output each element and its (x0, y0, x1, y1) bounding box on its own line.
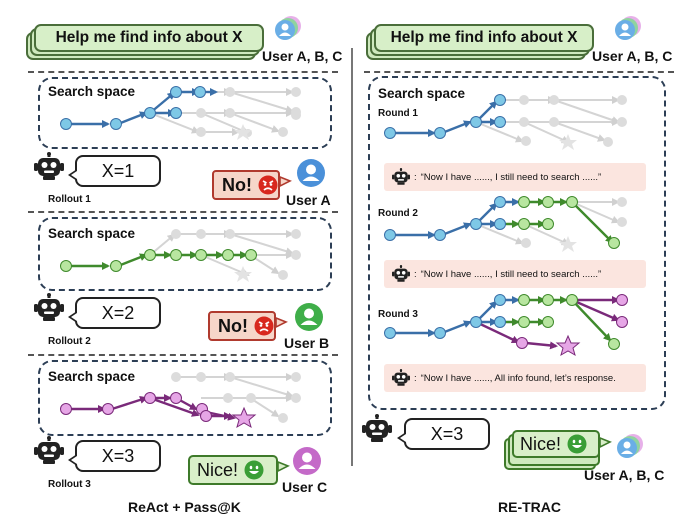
right-x-value: X=3 (430, 423, 464, 444)
user-label-b: User B (284, 335, 330, 351)
smile-face-icon (244, 460, 264, 480)
reply-box-3: Nice! (188, 455, 278, 485)
center-divider (351, 48, 353, 466)
robot-icon (34, 152, 64, 180)
thought-text-2: “Now I have ......, I still need to sear… (420, 268, 602, 280)
round-label-3: Round 3 (378, 309, 418, 320)
thought-box-2: : “Now I have ......, I still need to se… (384, 260, 646, 288)
search-space-label-2: Search space (48, 226, 136, 241)
right-caption: RE-TRAC (498, 499, 561, 515)
right-reply-text: Nice! (520, 433, 562, 454)
rollout-label-2: Rollout 2 (48, 336, 91, 347)
left-x-box-3: X=3 (68, 440, 161, 472)
query-text: Help me find info about X (374, 24, 594, 52)
reply-tail-2 (276, 317, 288, 328)
user-a-icon (297, 159, 325, 187)
rollout-label-1: Rollout 1 (48, 194, 91, 205)
thought-text-3: “Now I have ......, All info found, let’… (420, 372, 616, 384)
left-x-box-1: X=1 (68, 155, 161, 187)
left-query-bubble: Help me find info about X (26, 24, 266, 60)
thought-box-1: : “Now I have ......, I still need to se… (384, 163, 646, 191)
round-label-1: Round 1 (378, 108, 418, 119)
robot-icon (392, 168, 410, 185)
right-reply-bubble: Nice! (504, 430, 608, 470)
x-value-3: X=3 (101, 445, 135, 466)
robot-icon (34, 436, 64, 464)
thought-box-3: : “Now I have ......, All info found, le… (384, 364, 646, 392)
thought-text-1-prefix: : (414, 171, 417, 183)
reply-box-1: No! (212, 170, 280, 200)
search-tree-3 (60, 372, 301, 429)
reply-text-1: No! (222, 174, 252, 195)
user-group-icon (617, 434, 643, 458)
search-tree-2 (60, 229, 301, 282)
user-group-icon (275, 16, 301, 40)
thought-text-2-prefix: : (414, 268, 417, 280)
user-b-icon (295, 303, 323, 331)
right-reply-tail (600, 437, 612, 448)
search-space-label-3: Search space (48, 369, 136, 384)
right-query-bubble: Help me find info about X (366, 24, 606, 60)
left-x-box-2: X=2 (68, 297, 161, 329)
right-x-box: X=3 (397, 418, 490, 450)
left-users-label: User A, B, C (262, 48, 343, 64)
x-value-2: X=2 (101, 302, 135, 323)
thought-text-3-prefix: : (414, 372, 417, 384)
user-label-c: User C (282, 479, 328, 495)
left-divider-1 (28, 211, 338, 213)
user-c-icon (293, 447, 321, 475)
reply-text-3: Nice! (197, 459, 239, 480)
left-divider-top (28, 71, 338, 73)
angry-face-icon (258, 175, 278, 195)
robot-icon (362, 414, 392, 442)
retrac-trees (384, 94, 628, 357)
reply-tail-3 (278, 461, 290, 472)
thought-text-1: “Now I have ......, I still need to sear… (420, 171, 602, 183)
robot-icon (34, 293, 64, 321)
robot-icon (392, 265, 410, 282)
round-label-2: Round 2 (378, 208, 418, 219)
search-space-label-1: Search space (48, 84, 136, 99)
x-value-1: X=1 (101, 160, 135, 181)
robot-icon (392, 369, 410, 386)
smile-face-icon (567, 434, 587, 454)
retrac-search-space-label: Search space (378, 86, 466, 101)
reply-tail-1 (280, 176, 292, 187)
right-users-label: User A, B, C (592, 48, 673, 64)
user-group-icon (615, 16, 641, 40)
left-caption: ReAct + Pass@K (128, 499, 241, 515)
reply-text-2: No! (218, 315, 248, 336)
left-divider-2 (28, 354, 338, 356)
angry-face-icon (254, 316, 274, 336)
right-divider-top (364, 71, 674, 73)
search-tree-1 (60, 86, 301, 140)
query-text: Help me find info about X (34, 24, 264, 52)
rollout-label-3: Rollout 3 (48, 479, 91, 490)
right-users-label-bottom: User A, B, C (584, 467, 665, 483)
reply-box-2: No! (208, 311, 276, 341)
user-label-a: User A (286, 192, 331, 208)
